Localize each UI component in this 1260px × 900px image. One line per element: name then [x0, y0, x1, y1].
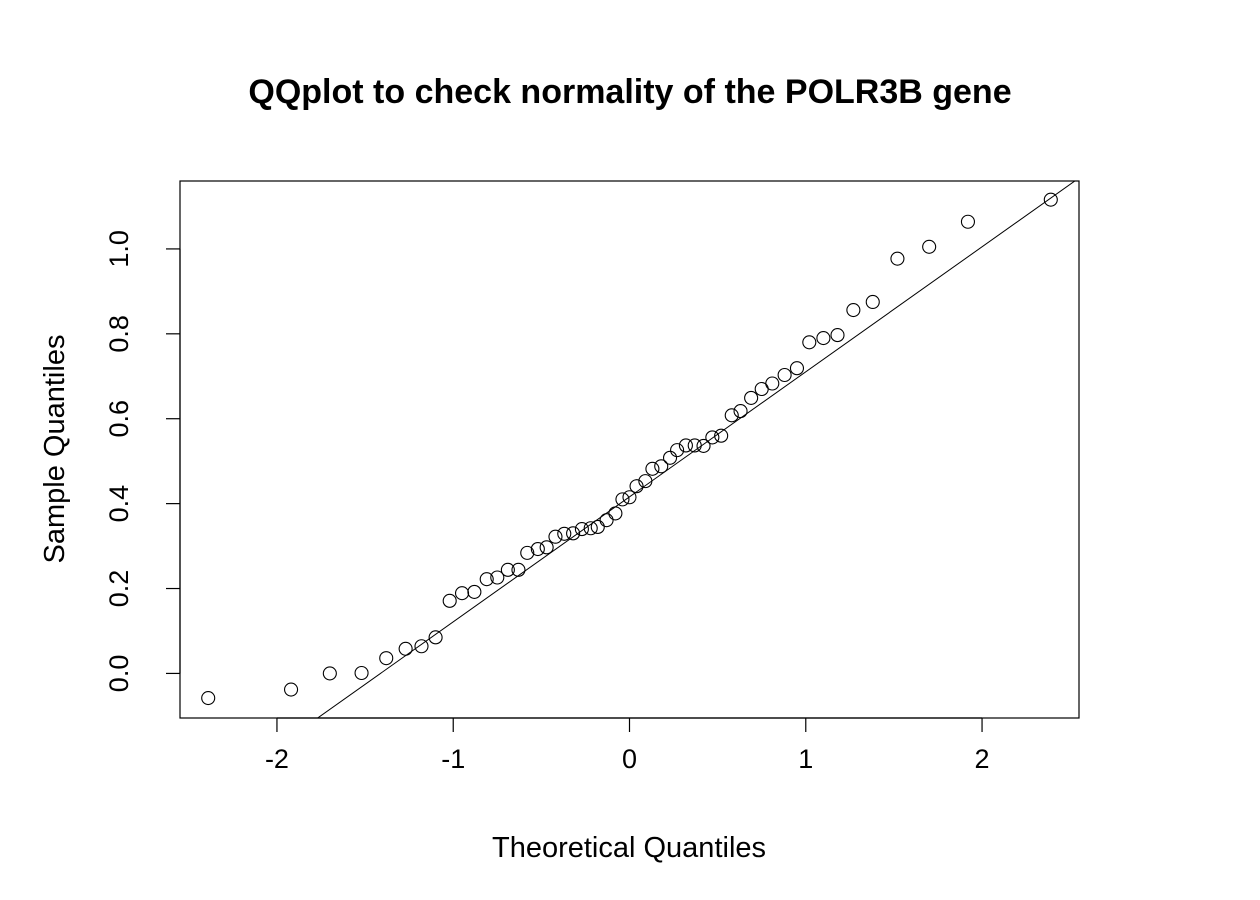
data-point — [284, 682, 299, 697]
data-point — [454, 586, 470, 601]
y-tick-label: 0.0 — [104, 655, 134, 693]
data-point — [1043, 192, 1058, 207]
data-point — [583, 521, 598, 536]
x-tick-label: -2 — [265, 744, 289, 774]
data-point — [678, 438, 693, 453]
y-axis-label: Sample Quantiles — [39, 335, 71, 564]
data-point — [548, 529, 563, 544]
data-point — [557, 526, 572, 541]
data-point — [398, 641, 413, 656]
data-point — [467, 584, 482, 599]
data-point — [670, 443, 685, 458]
plot-area-frame — [179, 180, 1080, 719]
data-point — [960, 214, 975, 229]
x-axis: -2 -1 0 1 2 — [265, 717, 990, 774]
data-point — [744, 390, 759, 405]
data-point — [622, 490, 637, 505]
data-point — [530, 541, 545, 557]
y-tick-label: 0.2 — [104, 570, 134, 608]
x-tick-label: -1 — [441, 744, 465, 774]
data-point — [696, 438, 711, 453]
y-tick-label: 1.0 — [104, 230, 134, 268]
data-point — [789, 361, 805, 376]
reference-line-group — [316, 181, 1076, 718]
data-point — [490, 570, 505, 585]
data-point — [865, 294, 880, 310]
x-tick-label: 1 — [798, 744, 813, 774]
data-point — [608, 506, 623, 521]
data-point — [539, 540, 554, 555]
data-point — [816, 331, 831, 346]
data-point — [705, 430, 720, 445]
data-point — [724, 408, 739, 423]
data-point — [590, 519, 605, 535]
data-point — [890, 251, 905, 266]
y-tick-label: 0.8 — [104, 315, 134, 353]
data-point — [479, 572, 494, 587]
data-point — [414, 639, 429, 654]
points-group — [201, 192, 1058, 706]
data-point — [777, 367, 792, 383]
y-tick-label: 0.4 — [104, 485, 134, 523]
data-point — [714, 428, 729, 443]
data-point — [566, 526, 581, 541]
data-point — [201, 690, 216, 706]
data-point — [322, 666, 337, 681]
data-point — [629, 479, 644, 494]
data-point — [765, 376, 780, 391]
plot-data-area — [201, 181, 1076, 718]
data-point — [846, 302, 861, 318]
y-axis: 0.0 0.2 0.4 0.6 0.8 1.0 — [104, 230, 181, 693]
chart-title: QQplot to check normality of the POLR3B … — [248, 73, 1011, 111]
data-point — [922, 239, 937, 254]
x-tick-label: 0 — [622, 744, 637, 774]
data-point — [802, 335, 817, 350]
x-axis-label: Theoretical Quantiles — [492, 832, 766, 864]
data-point — [615, 492, 630, 507]
data-point — [511, 562, 526, 577]
data-point — [442, 593, 457, 608]
data-point — [428, 630, 443, 645]
data-point — [574, 522, 589, 537]
data-point — [500, 562, 515, 577]
data-point — [830, 328, 845, 343]
data-point — [638, 474, 653, 489]
x-tick-label: 2 — [975, 744, 990, 774]
data-point — [662, 450, 678, 465]
data-point — [645, 461, 660, 476]
data-point — [354, 665, 369, 681]
data-point — [599, 513, 614, 528]
data-point — [654, 459, 669, 474]
qq-reference-line — [316, 181, 1076, 718]
data-point — [733, 404, 748, 419]
data-point — [687, 438, 702, 453]
y-tick-label: 0.6 — [104, 400, 134, 438]
data-point — [520, 545, 535, 560]
data-point — [379, 651, 394, 666]
